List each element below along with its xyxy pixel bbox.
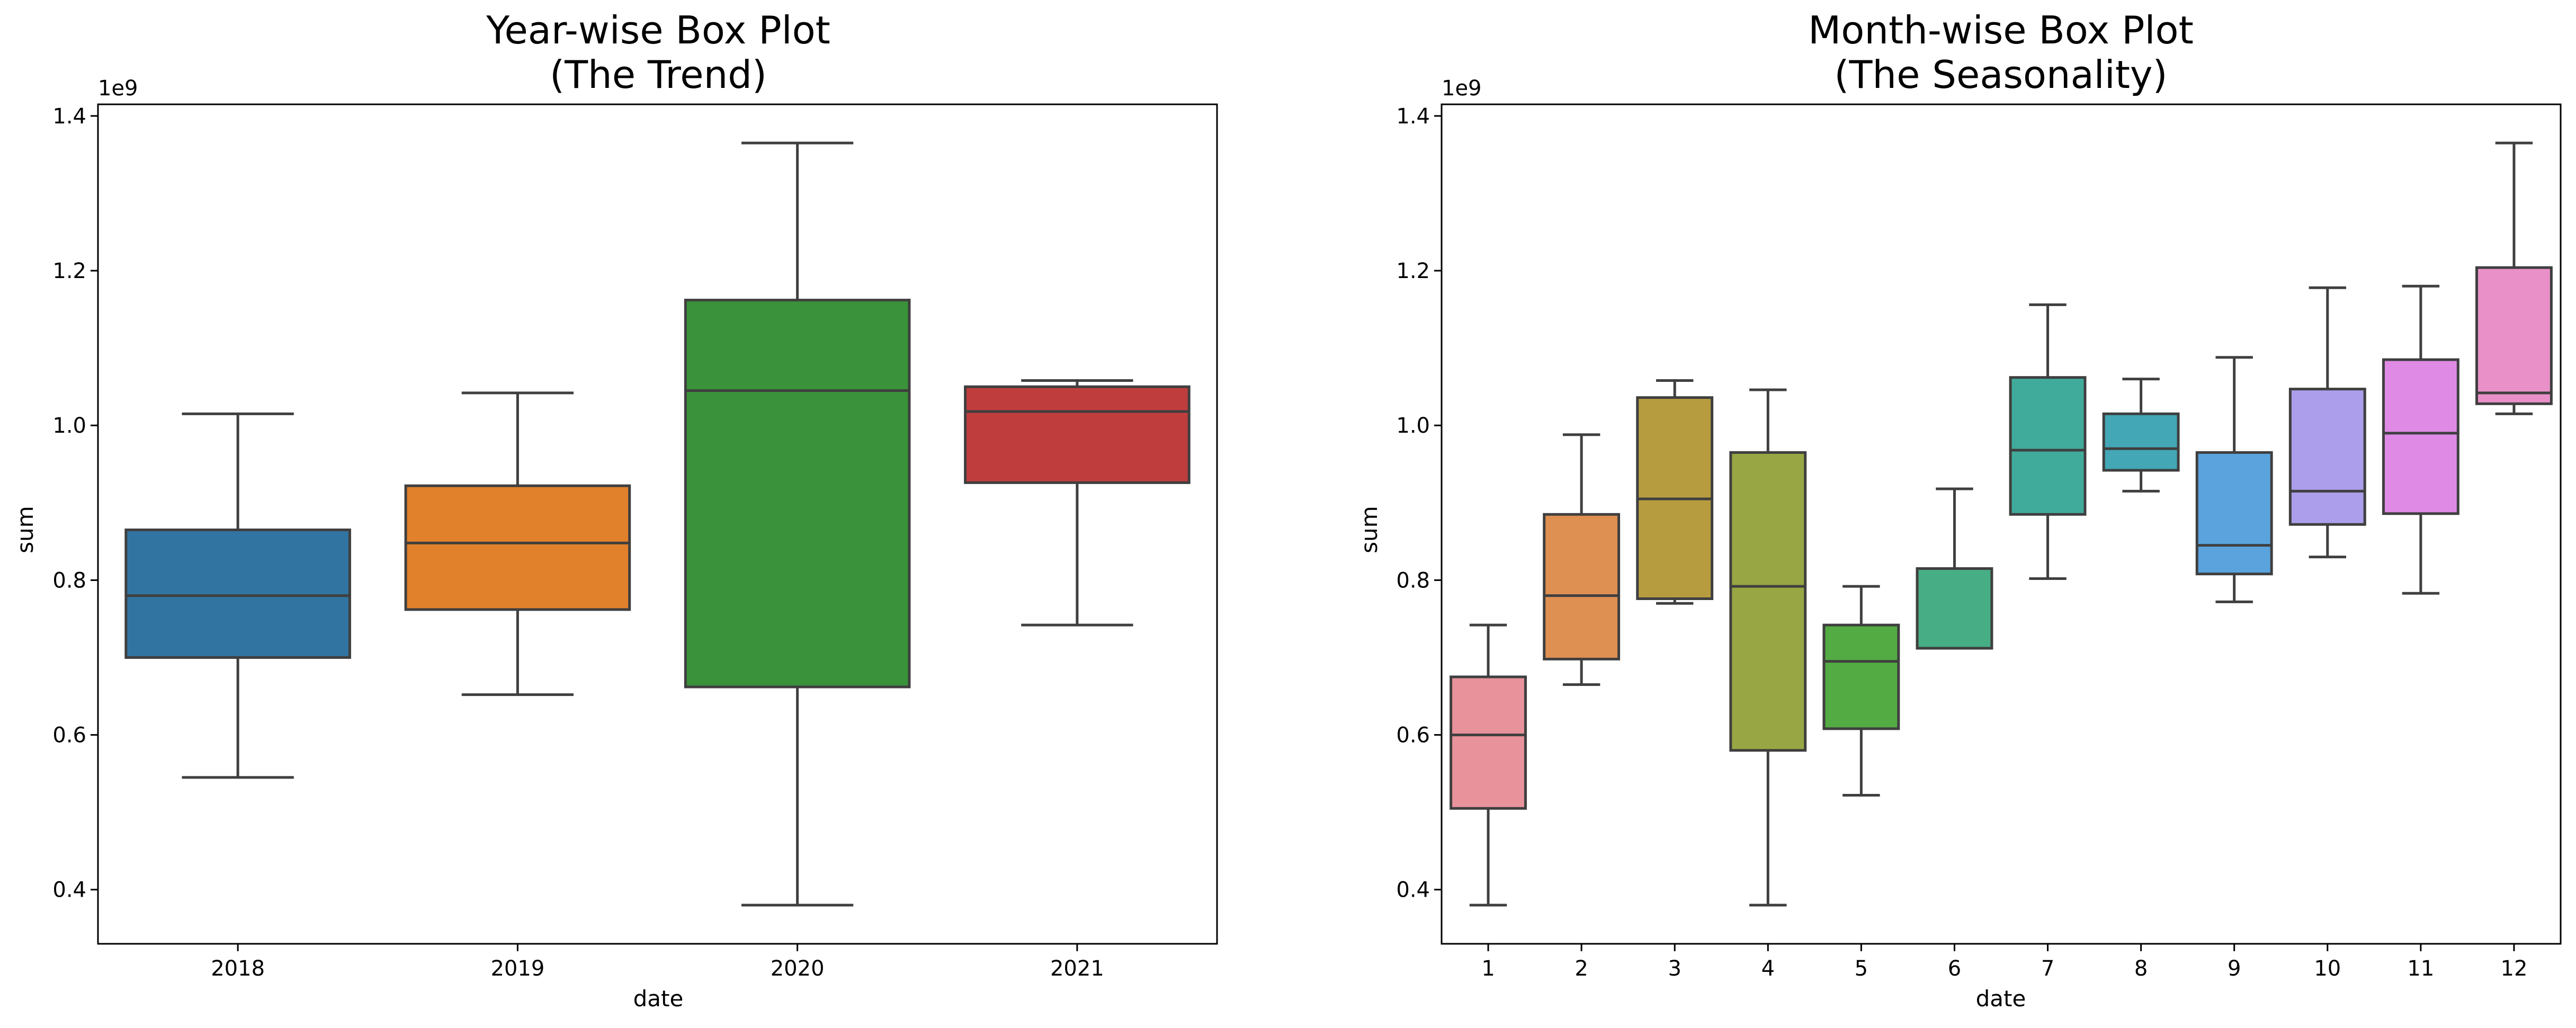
x-tick-label: 2 — [1575, 957, 1588, 981]
box-body — [1916, 567, 1993, 650]
x-tick-label: 8 — [2134, 957, 2148, 981]
year-wise-box-plot-panel: Year-wise Box Plot (The Trend) 1e9 0.40.… — [12, 8, 1218, 1012]
x-tick-label: 7 — [2041, 957, 2054, 981]
box-11 — [2382, 284, 2459, 595]
x-tick-label: 9 — [2228, 957, 2241, 981]
y-tick-label: 1.0 — [52, 414, 86, 438]
y-tick-label: 0.4 — [52, 878, 86, 902]
box-2021 — [964, 379, 1191, 627]
box-body — [2009, 376, 2087, 516]
chart-title-line-2: (The Trend) — [550, 52, 767, 97]
box-9 — [2195, 356, 2273, 603]
month-wise-box-plot-panel: Month-wise Box Plot (The Seasonality) 1e… — [1356, 8, 2562, 1012]
box-body — [1450, 675, 1527, 810]
chart-title-line-2: (The Seasonality) — [1834, 52, 2167, 97]
x-tick-label: 5 — [1855, 957, 1868, 981]
x-tick-label: 10 — [2314, 957, 2341, 981]
box-body — [1822, 623, 1900, 730]
x-tick-label: 12 — [2501, 957, 2528, 981]
box-4 — [1729, 388, 1807, 907]
y-tick-label: 1.4 — [1396, 104, 1430, 129]
axes-frame — [97, 103, 1218, 945]
box-body — [2288, 388, 2366, 526]
y-tick-label: 0.4 — [1396, 878, 1430, 902]
box-7 — [2009, 303, 2087, 580]
box-10 — [2288, 286, 2366, 559]
box-2019 — [404, 391, 631, 696]
axes-frame — [1441, 103, 2562, 945]
box-3 — [1636, 379, 1714, 605]
plot-area: 0.4 0.6 0.8 1.0 1.2 1.4 2018 2019 2020 2021 — [52, 103, 1218, 981]
y-axis-offset-label: 1e9 — [98, 76, 138, 101]
box-body — [404, 484, 631, 611]
box-6 — [1916, 487, 1993, 650]
box-body — [1543, 513, 1621, 660]
box-2020 — [684, 141, 911, 907]
y-tick-label: 1.2 — [1396, 259, 1430, 283]
box-8 — [2102, 378, 2180, 493]
y-axis-label: sum — [12, 506, 38, 553]
box-body — [2102, 412, 2180, 472]
y-tick-label: 1.4 — [52, 104, 86, 129]
y-axis-label: sum — [1356, 506, 1382, 553]
box-2018 — [124, 412, 351, 779]
y-tick-label: 0.8 — [1396, 568, 1430, 593]
x-tick-label: 2020 — [771, 957, 825, 981]
box-body — [2195, 451, 2273, 576]
x-tick-label: 6 — [1948, 957, 1961, 981]
box-body — [2382, 358, 2459, 515]
box-2 — [1543, 433, 1621, 686]
y-tick-label: 0.6 — [52, 723, 86, 748]
box-5 — [1822, 585, 1900, 797]
y-tick-label: 0.6 — [1396, 723, 1430, 748]
box-body — [2475, 266, 2553, 405]
box-body — [1729, 451, 1807, 752]
x-tick-label: 2018 — [211, 957, 265, 981]
y-axis-offset-label: 1e9 — [1442, 76, 1482, 101]
plot-area: 0.40.60.81.01.21.41 2 3 4 5 6 7 8 9 10 11 12 — [1396, 103, 2562, 981]
chart-title-line-1: Month-wise Box Plot — [1808, 8, 2194, 52]
x-axis-label: date — [633, 986, 684, 1012]
box-12 — [2475, 141, 2553, 415]
x-tick-label: 2021 — [1050, 957, 1104, 981]
box-body — [124, 528, 351, 659]
x-tick-label: 2019 — [490, 957, 544, 981]
box-body — [964, 385, 1191, 484]
y-tick-label: 0.8 — [52, 568, 86, 593]
chart-title-line-1: Year-wise Box Plot — [486, 8, 830, 52]
x-tick-label: 1 — [1481, 957, 1495, 981]
x-axis-label: date — [1976, 986, 2026, 1012]
x-tick-label: 11 — [2407, 957, 2434, 981]
x-tick-label: 3 — [1668, 957, 1681, 981]
box-1 — [1450, 623, 1527, 907]
x-tick-label: 4 — [1761, 957, 1775, 981]
y-tick-label: 1.0 — [1396, 414, 1430, 438]
box-body — [684, 299, 911, 689]
y-tick-label: 1.2 — [52, 259, 86, 283]
